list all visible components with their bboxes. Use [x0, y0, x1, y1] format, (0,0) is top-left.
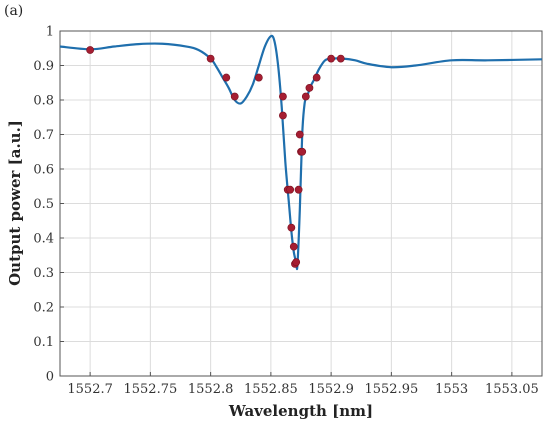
measured-point [312, 73, 321, 82]
panel-label: (a) [4, 3, 23, 19]
x-tick-label: 1552.75 [123, 382, 177, 397]
measured-point [230, 92, 239, 101]
measured-point [295, 130, 304, 139]
y-tick-label: 1 [46, 25, 54, 40]
measured-point [327, 54, 336, 63]
measured-point [286, 185, 295, 194]
y-tick-label: 0.8 [33, 94, 54, 109]
x-tick-labels: 1552.7 1552.75 1552.8 1552.85 1552.9 1552.95 1… [67, 372, 539, 397]
measured-point [222, 73, 231, 82]
measured-point [279, 111, 287, 120]
y-tick-label: 0.5 [33, 197, 54, 212]
x-tick-label: 1552.7 [67, 382, 113, 397]
y-axis-title: Output power [a.u.] [6, 120, 24, 286]
y-tick-label: 0.3 [33, 266, 54, 281]
x-tick-label: 1552.95 [364, 382, 418, 397]
measured-point [298, 147, 307, 156]
x-tick-label: 1552.9 [308, 382, 354, 397]
x-tick-label: 1552.8 [188, 382, 234, 397]
measured-point [279, 92, 287, 101]
x-axis-title: Wavelength [nm] [228, 402, 373, 420]
measured-point [305, 84, 314, 92]
y-tick-label: 0.4 [33, 232, 54, 247]
y-tick-label: 0.1 [33, 335, 54, 350]
measured-point [287, 223, 296, 232]
y-tick-label: 0 [46, 370, 54, 385]
y-tick-label: 0.7 [33, 128, 54, 143]
measured-point [292, 258, 301, 267]
measured-point [294, 185, 303, 194]
x-tick-label: 1553 [435, 382, 468, 397]
measured-point [254, 73, 263, 82]
measured-point [86, 46, 95, 54]
y-tick-labels: 0 0.1 0.2 0.3 0.4 0.5 0.6 0.7 0.8 0.9 1 [33, 25, 64, 385]
measured-point [206, 54, 215, 63]
y-tick-label: 0.6 [33, 163, 54, 178]
series-layer [59, 34, 543, 271]
y-tick-label: 0.2 [33, 301, 54, 316]
x-tick-label: 1552.85 [244, 382, 298, 397]
measured-point [289, 242, 298, 251]
x-tick-label: 1553.05 [485, 382, 539, 397]
y-tick-label: 0.9 [33, 59, 54, 74]
measured-point [336, 54, 345, 63]
measured-point [301, 92, 310, 101]
